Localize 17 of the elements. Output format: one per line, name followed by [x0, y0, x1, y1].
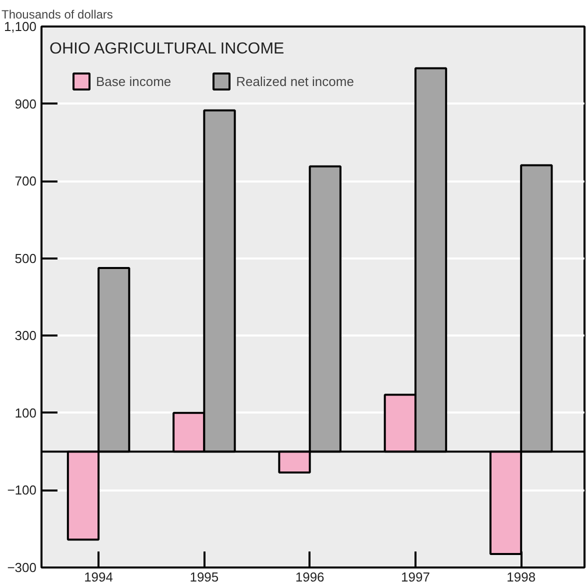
y-tick-label: 700 [14, 174, 37, 189]
x-tick-label: 1994 [84, 570, 114, 584]
x-tick-label: 1998 [506, 570, 536, 584]
text: OHIO AGRICULTURAL INCOME [50, 40, 284, 58]
x-tick-label: 1996 [295, 570, 324, 584]
x-tick-label: 1997 [401, 570, 430, 584]
x-tick-label: 1995 [190, 570, 219, 584]
y-tick-label: 1,100 [4, 19, 37, 34]
legend-label: Realized net income [236, 74, 354, 88]
y-tick-label: 100 [14, 405, 37, 420]
y-tick-label: −100 [7, 482, 37, 498]
y-tick-label: −300 [7, 560, 37, 575]
y-tick-label: 300 [14, 328, 37, 344]
legend-label: Base income [96, 74, 172, 88]
y-axis-title: Thousands of dollars [2, 8, 113, 22]
y-tick-label: 900 [14, 96, 37, 112]
y-tick-label: 500 [14, 250, 37, 266]
